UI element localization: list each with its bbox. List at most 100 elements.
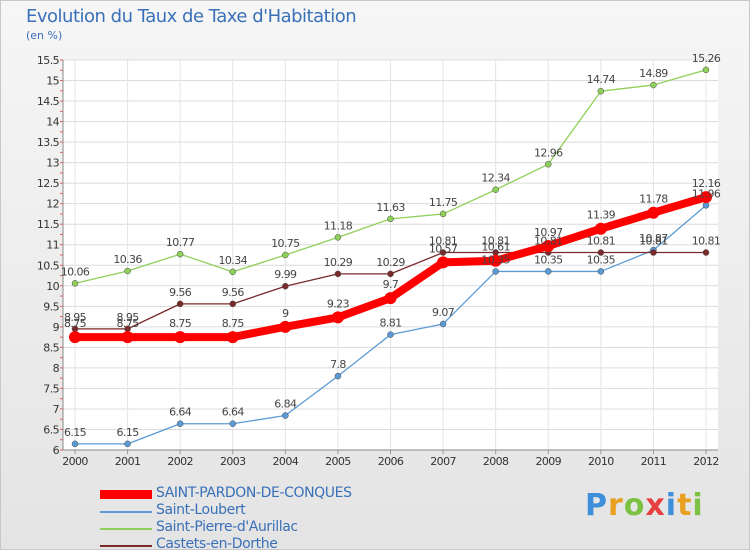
data-point bbox=[439, 320, 447, 328]
data-point bbox=[282, 412, 289, 419]
y-tick-label: 11 bbox=[46, 239, 59, 252]
data-point bbox=[71, 280, 79, 287]
x-tick-label: 2011 bbox=[641, 455, 667, 468]
y-tick-label: 12 bbox=[46, 198, 59, 211]
data-label: 6.84 bbox=[274, 398, 297, 411]
x-tick-label: 2012 bbox=[693, 455, 719, 468]
data-label: 10.35 bbox=[534, 253, 563, 266]
y-tick-label: 9 bbox=[53, 321, 60, 334]
data-label: 10.97 bbox=[534, 226, 563, 239]
proxiti-logo: Proxiti bbox=[585, 488, 704, 523]
y-tick-label: 7 bbox=[53, 403, 60, 416]
data-point bbox=[597, 249, 605, 256]
data-label: 7.8 bbox=[330, 358, 346, 371]
data-point bbox=[647, 206, 660, 219]
legend-label: Saint-Pierre-d'Aurillac bbox=[156, 519, 298, 535]
data-point bbox=[650, 81, 657, 89]
data-point bbox=[545, 268, 552, 275]
data-point bbox=[282, 251, 289, 259]
y-tick-label: 8 bbox=[53, 362, 60, 375]
y-tick-label: 15 bbox=[46, 75, 59, 88]
data-point bbox=[650, 249, 657, 256]
data-point bbox=[700, 191, 712, 204]
data-point bbox=[334, 372, 342, 380]
data-label: 11.63 bbox=[376, 201, 405, 214]
y-tick-label: 6.5 bbox=[43, 423, 59, 436]
legend-swatch bbox=[100, 511, 152, 513]
chart-title: Evolution du Taux de Taxe d'Habitation bbox=[26, 6, 357, 27]
x-tick-label: 2000 bbox=[62, 455, 88, 468]
y-tick-label: 10 bbox=[46, 280, 59, 293]
x-tick-label: 2001 bbox=[115, 455, 141, 468]
data-label: 10.34 bbox=[219, 254, 248, 267]
data-point bbox=[334, 270, 342, 278]
y-tick-label: 11.5 bbox=[37, 218, 60, 231]
y-tick-label: 13 bbox=[46, 157, 59, 170]
data-label: 11.78 bbox=[639, 193, 668, 206]
data-label: 9.56 bbox=[222, 286, 245, 299]
data-point bbox=[489, 254, 502, 267]
data-label: 6.64 bbox=[222, 406, 245, 419]
data-point bbox=[545, 161, 552, 168]
data-label: 8.75 bbox=[169, 317, 192, 330]
data-label: 8.75 bbox=[222, 317, 245, 330]
data-label: 11.96 bbox=[692, 187, 721, 200]
data-label: 9.7 bbox=[383, 278, 399, 291]
data-label: 8.95 bbox=[117, 311, 140, 324]
x-tick-label: 2007 bbox=[430, 455, 456, 468]
data-label: 6.15 bbox=[117, 426, 140, 439]
logo-letter: i bbox=[692, 488, 704, 523]
x-tick-label: 2003 bbox=[220, 455, 246, 468]
data-label: 8.95 bbox=[64, 311, 87, 324]
data-label: 10.35 bbox=[481, 253, 510, 266]
data-point bbox=[542, 239, 555, 252]
y-tick-label: 12.5 bbox=[37, 177, 60, 190]
data-label: 10.06 bbox=[61, 265, 90, 278]
legend-swatch bbox=[100, 545, 152, 547]
x-tick-label: 2002 bbox=[167, 455, 193, 468]
data-label: 15.26 bbox=[692, 52, 721, 65]
chart-unit: (en %) bbox=[26, 29, 63, 42]
x-tick-label: 2009 bbox=[535, 455, 561, 468]
data-point bbox=[492, 186, 499, 193]
data-label: 14.74 bbox=[587, 73, 616, 86]
data-label: 14.89 bbox=[639, 67, 668, 80]
x-tick-label: 2004 bbox=[273, 455, 299, 468]
data-label: 9.99 bbox=[274, 268, 297, 281]
data-point bbox=[492, 268, 499, 275]
x-tick-label: 2006 bbox=[378, 455, 404, 468]
data-label: 10.77 bbox=[166, 236, 195, 249]
data-label: 9.56 bbox=[169, 286, 192, 299]
data-label: 9 bbox=[282, 307, 289, 320]
y-tick-label: 13.5 bbox=[37, 136, 60, 149]
data-point bbox=[282, 282, 289, 290]
legend-label: SAINT-PARDON-DE-CONQUES bbox=[156, 485, 352, 501]
data-point bbox=[279, 320, 292, 333]
legend-swatch bbox=[100, 490, 152, 499]
data-label: 10.35 bbox=[587, 253, 616, 266]
data-label: 6.64 bbox=[169, 406, 192, 419]
y-tick-label: 14.5 bbox=[37, 95, 60, 108]
y-tick-label: 15.5 bbox=[37, 54, 60, 67]
data-point bbox=[597, 268, 605, 275]
logo-letter: x bbox=[645, 488, 666, 523]
data-point bbox=[439, 210, 447, 218]
data-label: 11.39 bbox=[587, 209, 616, 222]
x-tick-label: 2008 bbox=[483, 455, 509, 468]
data-label: 10.29 bbox=[376, 256, 405, 269]
data-label: 10.81 bbox=[692, 235, 721, 248]
data-point bbox=[69, 331, 81, 344]
data-point bbox=[594, 222, 607, 235]
legend-label: Castets-en-Dorthe bbox=[156, 536, 278, 552]
legend-label: Saint-Loubert bbox=[156, 502, 246, 518]
data-label: 9.07 bbox=[432, 306, 455, 319]
y-tick-label: 10.5 bbox=[37, 259, 60, 272]
data-point bbox=[229, 420, 236, 427]
data-point bbox=[229, 268, 236, 276]
data-label: 11.18 bbox=[324, 219, 353, 232]
data-label: 10.81 bbox=[639, 235, 668, 248]
logo-letter: t bbox=[677, 488, 693, 523]
data-point bbox=[387, 270, 394, 278]
data-point bbox=[439, 249, 447, 256]
data-point bbox=[226, 331, 239, 344]
